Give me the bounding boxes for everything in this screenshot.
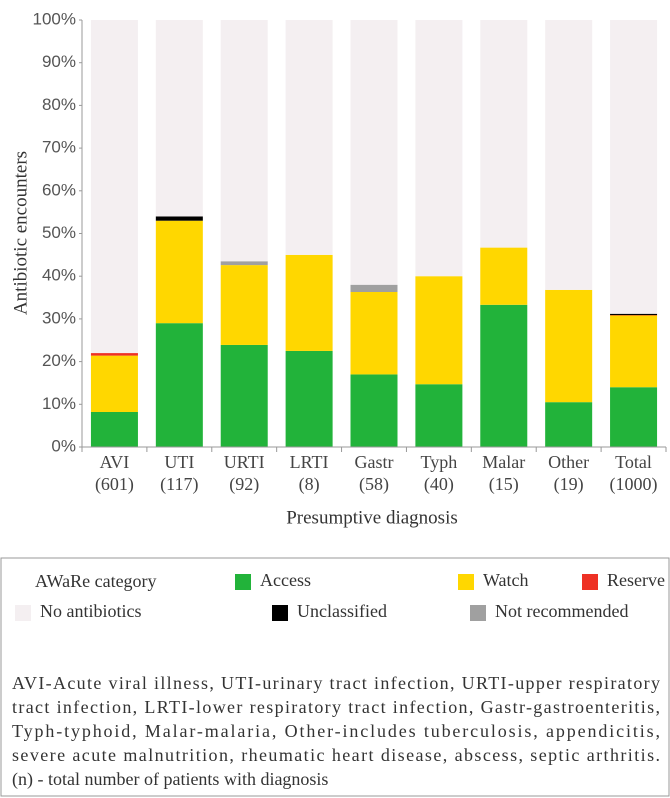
bar-segment [480, 247, 528, 305]
x-tick-label: Malar (15) [482, 452, 526, 494]
x-tick-label: Other (19) [548, 452, 590, 494]
bar-segment [220, 261, 268, 266]
y-tick-label: 80% [42, 95, 76, 114]
y-tick-label: 30% [42, 308, 76, 327]
bar-segment [545, 402, 593, 447]
y-tick-label: 50% [42, 223, 76, 242]
legend-swatch [272, 605, 288, 621]
legend-label: Watch [483, 570, 529, 590]
y-tick-label: 40% [42, 266, 76, 285]
bar-segment [90, 20, 138, 354]
x-tick-label: Typh (40) [420, 452, 458, 494]
y-axis-label: Antibiotic encounters [10, 151, 31, 315]
x-axis-label: Presumptive diagnosis [286, 507, 458, 528]
y-tick-label: 100% [33, 9, 76, 28]
bar-segment [480, 304, 528, 447]
y-tick-label: 20% [42, 351, 76, 370]
bar-segment [90, 411, 138, 447]
bar-segment [220, 20, 268, 262]
bar-segment [350, 20, 398, 285]
legend-label: Access [260, 570, 311, 590]
bar-segment [545, 20, 593, 290]
legend-label: Unclassified [297, 601, 387, 621]
bar-segment [350, 284, 398, 292]
legend-swatch [15, 605, 31, 621]
legend-swatch [582, 574, 598, 590]
legend-swatch [458, 574, 474, 590]
legend-label: No antibiotics [40, 601, 142, 621]
legend-title: AWaRe category [35, 571, 157, 591]
bar-segment [610, 20, 658, 314]
bar-segment [610, 387, 658, 447]
footnote-line: (n) - total number of patients with diag… [12, 769, 328, 790]
x-tick-label: LRTI (8) [289, 452, 329, 494]
y-tick-label: 0% [51, 436, 76, 455]
legend-label: Not recommended [495, 601, 628, 621]
bar-segment [415, 276, 463, 385]
bar-segment [285, 20, 333, 255]
bar-segment [610, 313, 658, 316]
footnote-line: severe acute malnutrition, rheumatic hea… [12, 745, 660, 765]
x-tick-label: URTI (92) [223, 452, 265, 494]
x-tick-label: AVI (601) [94, 452, 134, 494]
y-tick-label: 60% [42, 180, 76, 199]
bar-segment [285, 254, 333, 351]
bar-segment [545, 289, 593, 403]
bar-segment [155, 220, 203, 324]
legend-label: Reserve [607, 570, 665, 590]
footnote-line: Typh-typhoid, Malar-malaria, Other-inclu… [12, 721, 660, 741]
legend-box [0, 557, 670, 797]
bar-segment [220, 265, 268, 345]
footnote-line: AVI-Acute viral illness, UTI-urinary tra… [12, 673, 660, 693]
y-tick-label: 90% [42, 52, 76, 71]
bar-segment [220, 344, 268, 447]
bar-segment [90, 355, 138, 412]
bar-segment [155, 323, 203, 447]
x-tick-label: Gastr (58) [354, 452, 394, 494]
bar-segment [480, 20, 528, 248]
bar-segment [155, 20, 203, 217]
bar-segment [610, 315, 658, 388]
bar-segment [350, 374, 398, 447]
bar-segment [415, 384, 463, 447]
bar-segment [350, 291, 398, 375]
bar-segment [90, 353, 138, 356]
y-tick-label: 70% [42, 138, 76, 157]
x-tick-label: UTI (117) [160, 452, 199, 494]
y-tick-label: 10% [42, 394, 76, 413]
legend-swatch [235, 574, 251, 590]
legend-swatch [470, 605, 486, 621]
bar-segment [155, 216, 203, 221]
footnote-line: tract infection, LRTI-lower respiratory … [12, 697, 660, 717]
bar-segment [285, 350, 333, 447]
bar-segment [415, 20, 463, 277]
x-tick-label: Total (1000) [609, 452, 658, 494]
